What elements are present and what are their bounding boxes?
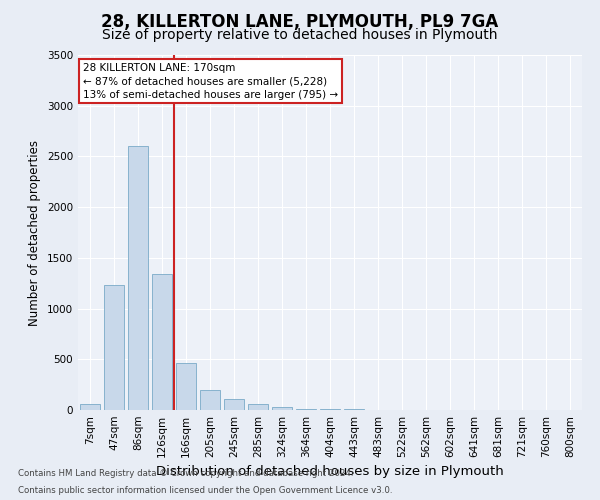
Bar [272, 407, 292, 410]
Text: Contains public sector information licensed under the Open Government Licence v3: Contains public sector information licen… [18, 486, 392, 495]
Bar [224, 399, 244, 410]
Bar [152, 274, 172, 410]
Bar [176, 364, 196, 410]
Text: Contains HM Land Registry data © Crown copyright and database right 2024.: Contains HM Land Registry data © Crown c… [18, 468, 353, 477]
Bar [104, 285, 124, 410]
Bar [296, 409, 316, 410]
Bar [128, 146, 148, 410]
X-axis label: Distribution of detached houses by size in Plymouth: Distribution of detached houses by size … [156, 466, 504, 478]
Bar [80, 404, 100, 410]
Text: Size of property relative to detached houses in Plymouth: Size of property relative to detached ho… [102, 28, 498, 42]
Bar [320, 409, 340, 410]
Bar [200, 390, 220, 410]
Y-axis label: Number of detached properties: Number of detached properties [28, 140, 41, 326]
Text: 28 KILLERTON LANE: 170sqm
← 87% of detached houses are smaller (5,228)
13% of se: 28 KILLERTON LANE: 170sqm ← 87% of detac… [83, 63, 338, 100]
Text: 28, KILLERTON LANE, PLYMOUTH, PL9 7GA: 28, KILLERTON LANE, PLYMOUTH, PL9 7GA [101, 12, 499, 30]
Bar [248, 404, 268, 410]
